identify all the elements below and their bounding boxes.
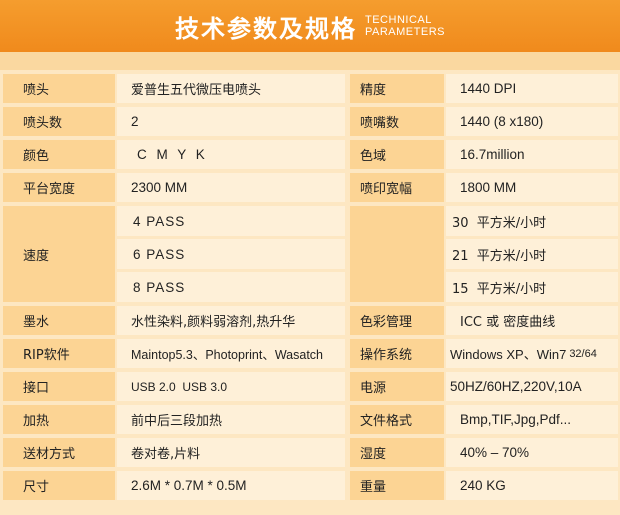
- speed-rate: 15 平方米/小时: [446, 272, 618, 302]
- spec-label: 接口: [3, 372, 115, 401]
- speed-pass: 6 PASS: [117, 239, 345, 269]
- spec-label: 重量: [350, 471, 444, 500]
- spec-value: 1440 DPI: [446, 74, 618, 103]
- os-value: Windows XP、Win7: [450, 347, 567, 362]
- spec-value: 2.6M * 0.7M * 0.5M: [117, 471, 345, 500]
- spec-label: 文件格式: [350, 405, 444, 434]
- spec-label: 喷印宽幅: [350, 173, 444, 202]
- spec-value: 前中后三段加热: [117, 405, 345, 434]
- page-title: 技术参数及规格: [175, 14, 357, 43]
- speed-rate: 30 平方米/小时: [446, 206, 618, 236]
- spec-value: 1800 MM: [446, 173, 618, 202]
- spec-value: 卷对卷,片料: [117, 438, 345, 467]
- spec-value: 2300 MM: [117, 173, 345, 202]
- spec-value: 爱普生五代微压电喷头: [117, 74, 345, 103]
- speed-label: 速度: [3, 206, 115, 302]
- spec-label: 尺寸: [3, 471, 115, 500]
- speed-pass: 4 PASS: [117, 206, 345, 236]
- spec-value: 2: [117, 107, 345, 136]
- spec-label: 墨水: [3, 306, 115, 335]
- spec-label: 操作系统: [350, 339, 444, 368]
- spec-label: RIP软件: [3, 339, 115, 368]
- spec-label: 喷嘴数: [350, 107, 444, 136]
- spec-label: 平台宽度: [3, 173, 115, 202]
- spec-value: C M Y K: [117, 140, 345, 169]
- spec-value: 50HZ/60HZ,220V,10A: [446, 372, 618, 401]
- spec-value: ICC 或 密度曲线: [446, 306, 618, 335]
- spec-label: 色彩管理: [350, 306, 444, 335]
- title-en-line2: PARAMETERS: [365, 26, 445, 38]
- speed-pass: 8 PASS: [117, 272, 345, 302]
- spec-label: 电源: [350, 372, 444, 401]
- spec-value: 1440 (8 x180): [446, 107, 618, 136]
- spec-value: 40% – 70%: [446, 438, 618, 467]
- header-stripe: [0, 52, 620, 70]
- spec-value: 240 KG: [446, 471, 618, 500]
- page-title-en: TECHNICAL PARAMETERS: [365, 14, 445, 38]
- spec-value: 16.7million: [446, 140, 618, 169]
- os-bits: 32/64: [569, 347, 597, 360]
- spec-label: 色域: [350, 140, 444, 169]
- spec-label: 送材方式: [3, 438, 115, 467]
- spec-label: 颜色: [3, 140, 115, 169]
- spec-label: 精度: [350, 74, 444, 103]
- spec-label: 喷头数: [3, 107, 115, 136]
- spec-value: USB 2.0 USB 3.0: [117, 372, 345, 401]
- spec-label: 湿度: [350, 438, 444, 467]
- title-en-line1: TECHNICAL: [365, 14, 432, 26]
- spec-value: Windows XP、Win7 32/64: [446, 339, 618, 368]
- header-banner: 技术参数及规格 TECHNICAL PARAMETERS: [0, 0, 620, 52]
- spec-value: 水性染料,颜料弱溶剂,热升华: [117, 306, 345, 335]
- spec-value: Maintop5.3、Photoprint、Wasatch: [117, 339, 345, 368]
- spec-value: Bmp,TIF,Jpg,Pdf...: [446, 405, 618, 434]
- spec-label: 加热: [3, 405, 115, 434]
- speed-label-blank: [350, 206, 444, 302]
- spec-label: 喷头: [3, 74, 115, 103]
- speed-rate: 21 平方米/小时: [446, 239, 618, 269]
